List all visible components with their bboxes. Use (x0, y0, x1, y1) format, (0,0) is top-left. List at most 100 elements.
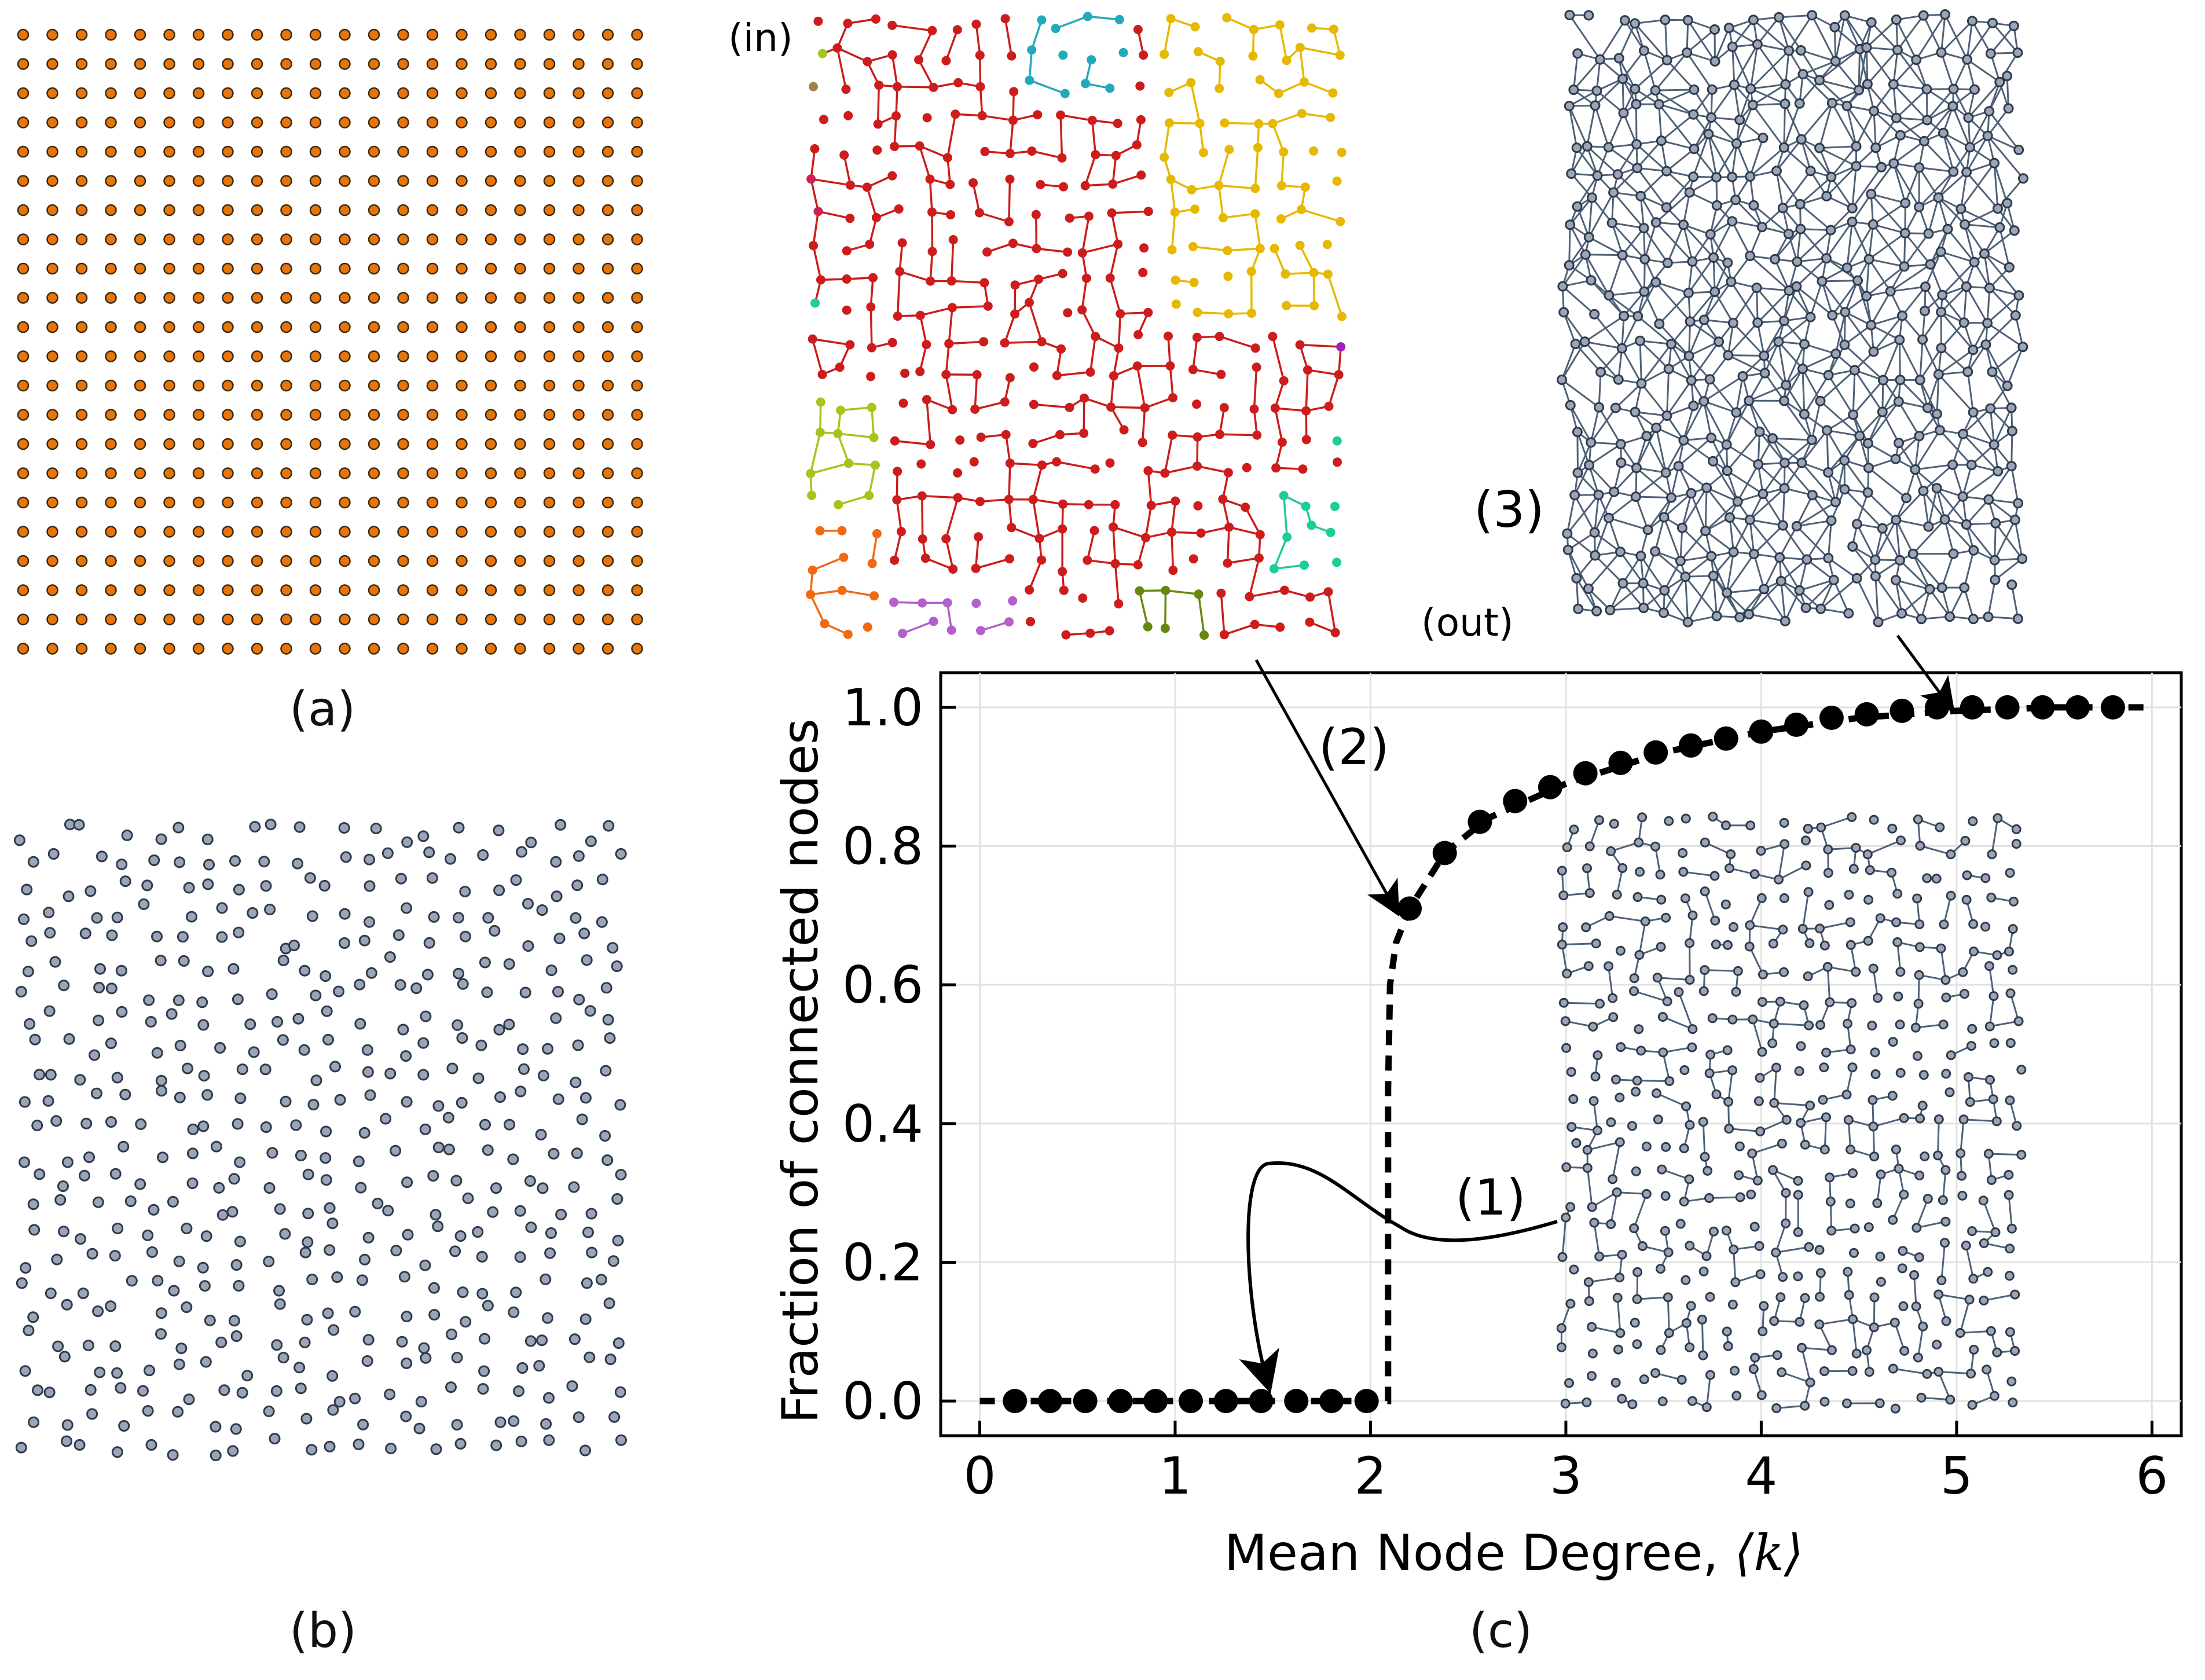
network-edge (1571, 145, 1588, 174)
network-edge (1594, 491, 1615, 533)
network-edge (1852, 370, 1856, 415)
network-edge (1991, 371, 2012, 409)
component-node (1188, 242, 1198, 251)
network-node (1892, 45, 1903, 56)
network-edge (1796, 229, 1832, 263)
network-edge (1782, 170, 1811, 209)
network-node (1769, 1098, 1780, 1108)
network-node (1986, 892, 1997, 903)
component-edge (945, 29, 959, 61)
network-node (1565, 1298, 1576, 1309)
network-edge (1915, 464, 1953, 471)
random-node (482, 1300, 494, 1312)
network-node (1757, 997, 1767, 1007)
component-node (873, 119, 883, 129)
network-edge (1660, 113, 1694, 142)
lattice-node (222, 438, 234, 450)
network-node (1582, 1397, 1592, 1407)
lattice-node (601, 584, 614, 596)
random-node (249, 821, 261, 833)
network-edge (1573, 464, 1590, 496)
network-node (1557, 940, 1567, 950)
component-node (926, 276, 935, 286)
network-node (1722, 1326, 1732, 1337)
network-node (1592, 170, 1603, 181)
random-node (248, 1046, 260, 1058)
network-edge (1965, 135, 1988, 173)
lattice-node (134, 438, 146, 450)
network-node (1705, 1050, 1716, 1060)
network-edge (1617, 348, 1623, 380)
network-node (1630, 406, 1641, 417)
random-node (600, 1065, 612, 1077)
random-node (216, 902, 228, 914)
random-node (320, 1125, 332, 1138)
component-edge (1111, 210, 1149, 214)
component-node (1193, 47, 1203, 57)
network-edge (1895, 519, 1901, 560)
component-edge (1032, 499, 1041, 539)
network-node (1917, 1101, 1928, 1111)
component-node (1219, 630, 1229, 640)
network-edge (1662, 1016, 1693, 1030)
random-node (514, 1205, 526, 1217)
random-node (116, 859, 128, 871)
network-node (1714, 336, 1725, 347)
network-node (1656, 1345, 1666, 1355)
network-node (1914, 1252, 1924, 1263)
component-node (865, 240, 875, 249)
component-edge (812, 338, 850, 346)
network-node (1940, 1216, 1951, 1227)
lattice-node (456, 58, 468, 70)
network-node (1982, 130, 1993, 141)
network-node (1913, 1352, 1923, 1363)
lattice-node (280, 643, 292, 655)
network-edge (1639, 340, 1670, 370)
network-node (1841, 1090, 1852, 1100)
component-node (1223, 245, 1232, 255)
network-node (1794, 98, 1805, 109)
lattice-node (222, 233, 234, 245)
network-edge (1893, 163, 1920, 208)
lattice-node (368, 58, 380, 70)
network-node (1698, 1266, 1709, 1276)
network-node (2010, 310, 2021, 321)
random-node (57, 1180, 69, 1192)
component-edge (1171, 501, 1177, 533)
network-node (1748, 1014, 1758, 1025)
lattice-node (601, 204, 614, 217)
network-edge (1661, 140, 1694, 150)
component-node (1008, 596, 1018, 606)
network-node (1807, 490, 1818, 501)
network-edge (1647, 497, 1672, 530)
random-node (61, 1419, 74, 1431)
network-edge (1796, 261, 1823, 283)
network-edge (1986, 288, 1991, 324)
network-node (1769, 1018, 1779, 1029)
network-edge (1586, 145, 1619, 175)
lattice-node (309, 116, 322, 129)
panel-a-lattice (17, 28, 643, 655)
network-edge (1757, 431, 1760, 465)
network-edge (1591, 197, 1613, 223)
random-node (576, 1113, 588, 1125)
network-node (1594, 815, 1604, 826)
network-node (1634, 950, 1645, 960)
network-edge (1686, 28, 1715, 54)
network-edge (1736, 104, 1754, 144)
component-node (1279, 376, 1289, 386)
network-node (2013, 290, 2024, 301)
lattice-node (280, 116, 292, 129)
component-edge (1197, 465, 1229, 474)
random-node (63, 890, 75, 903)
lattice-node (163, 321, 175, 333)
network-edge (1993, 163, 1999, 209)
random-node (83, 1151, 95, 1163)
network-node (1827, 310, 1838, 321)
random-node (186, 1178, 199, 1189)
component-node (1000, 338, 1010, 348)
random-node (288, 940, 300, 952)
y-tick-label: 0.0 (842, 1371, 923, 1431)
network-node (1828, 574, 1839, 585)
